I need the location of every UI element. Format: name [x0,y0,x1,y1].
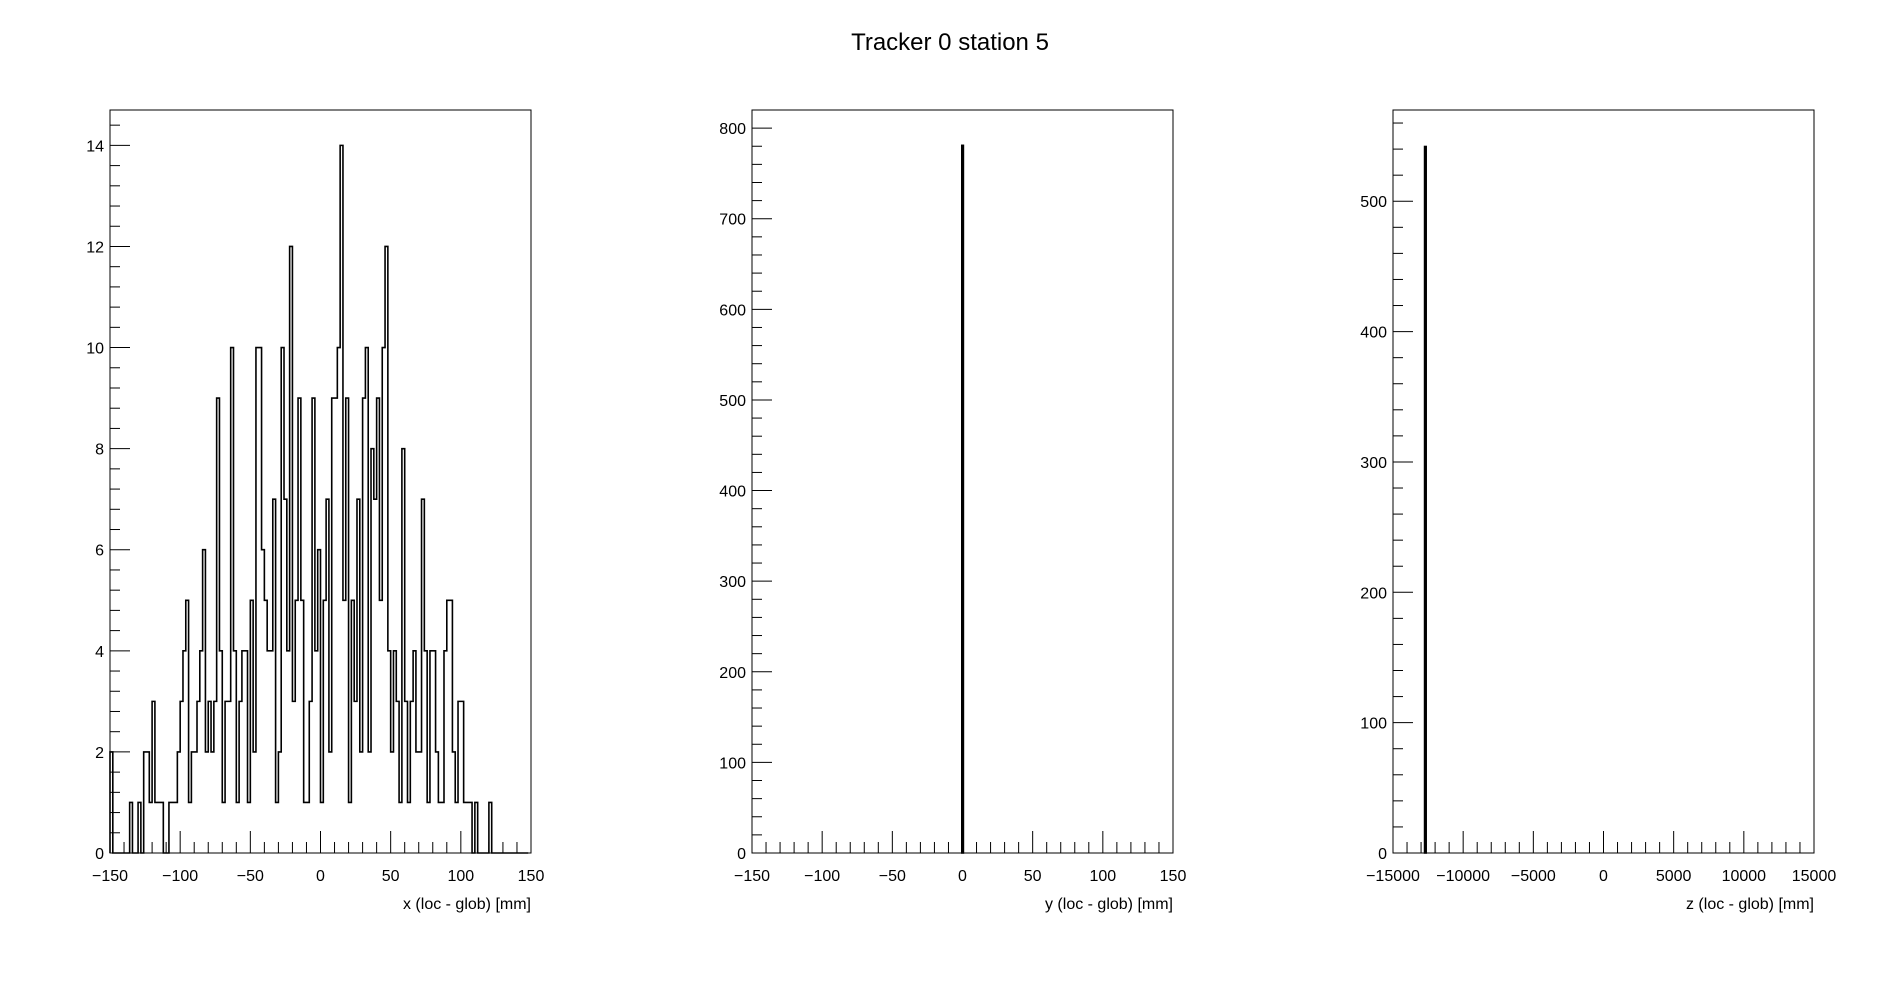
y-tick-label: 8 [95,442,104,459]
y-tick-label: 12 [86,239,104,256]
x-tick-label: 150 [1160,868,1187,885]
x-axis-label: z (loc - glob) [mm] [1686,896,1814,913]
x-tick-label: −5000 [1511,868,1556,885]
y-tick-label: 200 [1360,585,1387,602]
x-tick-label: 10000 [1722,868,1767,885]
y-tick-label: 2 [95,745,104,762]
y-tick-label: 600 [719,302,746,319]
x-tick-label: −50 [879,868,906,885]
x-tick-label: 100 [447,868,474,885]
histogram-bar [1423,145,1427,854]
x-tick-label: −100 [162,868,198,885]
histogram-panels: 0 2 4 6 8 10 12 14 −150 −100 −50 0 50 100 150 x (loc - … [86,109,1837,913]
histogram-panel-3: 0 100 200 300 400 500 −15000 −10000 −5000 0 5000 10… [1360,109,1837,913]
x-tick-label: −150 [92,868,128,885]
x-tick-label: 50 [382,868,400,885]
x-tick-label: −15000 [1366,868,1420,885]
y-tick-label: 100 [1360,716,1387,733]
y-tick-label: 700 [719,212,746,229]
histogram-series [109,144,529,854]
y-tick-label: 400 [1360,325,1387,342]
y-tick-label: 200 [719,665,746,682]
x-tick-label: −50 [237,868,264,885]
x-tick-label: 0 [316,868,325,885]
x-tick-label: −150 [734,868,770,885]
y-tick-label: 300 [719,574,746,591]
x-tick-label: 15000 [1792,868,1837,885]
x-tick-label: 150 [518,868,545,885]
x-tick-label: 100 [1089,868,1116,885]
histogram-bar [960,144,965,854]
y-tick-label: 500 [1360,194,1387,211]
y-tick-label: 0 [1378,846,1387,863]
histogram-panel-1: 0 2 4 6 8 10 12 14 −150 −100 −50 0 50 100 150 x (loc - … [86,109,545,913]
y-tick-label: 0 [737,846,746,863]
y-tick-label: 100 [719,755,746,772]
chart-title: Tracker 0 station 5 [851,29,1049,56]
x-tick-label: 50 [1024,868,1042,885]
y-tick-label: 6 [95,543,104,560]
y-tick-label: 0 [95,846,104,863]
x-axis-label: y (loc - glob) [mm] [1045,896,1173,913]
y-tick-label: 400 [719,484,746,501]
x-tick-label: −10000 [1436,868,1490,885]
x-tick-label: 0 [958,868,967,885]
plot-frame [1392,109,1815,854]
x-tick-label: 5000 [1656,868,1692,885]
y-tick-label: 4 [95,644,104,661]
y-tick-label: 800 [719,121,746,138]
y-tick-label: 500 [719,393,746,410]
x-axis-label: x (loc - glob) [mm] [403,896,531,913]
histogram-panel-2: 0 100 200 300 400 500 600 700 800 −150 −100 −50 0 50 1… [719,109,1187,913]
y-tick-label: 10 [86,341,104,358]
x-tick-label: 0 [1599,868,1608,885]
y-tick-label: 14 [86,138,104,155]
y-tick-label: 300 [1360,455,1387,472]
x-tick-label: −100 [804,868,840,885]
